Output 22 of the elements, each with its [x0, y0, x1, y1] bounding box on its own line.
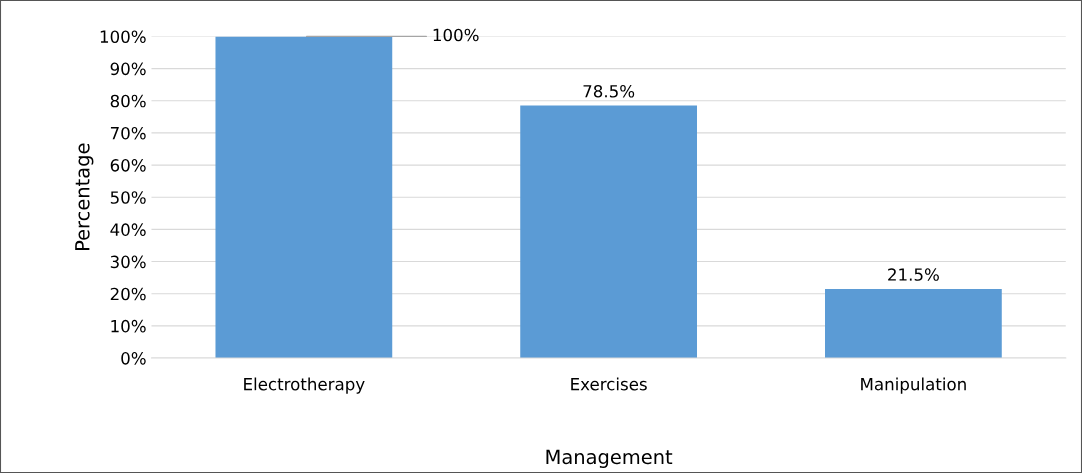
- data-label: 78.5%: [583, 84, 635, 98]
- y-tick-label: 90%: [110, 62, 146, 76]
- y-tick-label: 50%: [110, 191, 146, 204]
- data-label: 100%: [433, 28, 479, 42]
- x-tick-label: Exercises: [571, 377, 647, 391]
- y-tick-label: 30%: [110, 255, 146, 269]
- y-tick-label: 60%: [110, 159, 146, 172]
- y-tick-label: 20%: [110, 287, 146, 301]
- x-axis-title: Management: [546, 449, 673, 469]
- bar: [215, 36, 393, 359]
- y-tick-label: 80%: [110, 94, 146, 108]
- y-tick-label: 0%: [121, 352, 146, 365]
- y-tick-label: 40%: [110, 223, 146, 236]
- y-tick-label: 10%: [111, 319, 146, 333]
- x-tick-label: Electrotherapy: [244, 377, 365, 394]
- y-tick-label: 100%: [100, 30, 146, 43]
- y-axis-title: Percentage: [75, 143, 94, 251]
- y-tick-label: 70%: [110, 126, 146, 140]
- data-label: 21.5%: [888, 268, 939, 281]
- bar: [825, 288, 1002, 359]
- bar: [520, 105, 698, 359]
- x-tick-label: Manipulation: [861, 377, 966, 394]
